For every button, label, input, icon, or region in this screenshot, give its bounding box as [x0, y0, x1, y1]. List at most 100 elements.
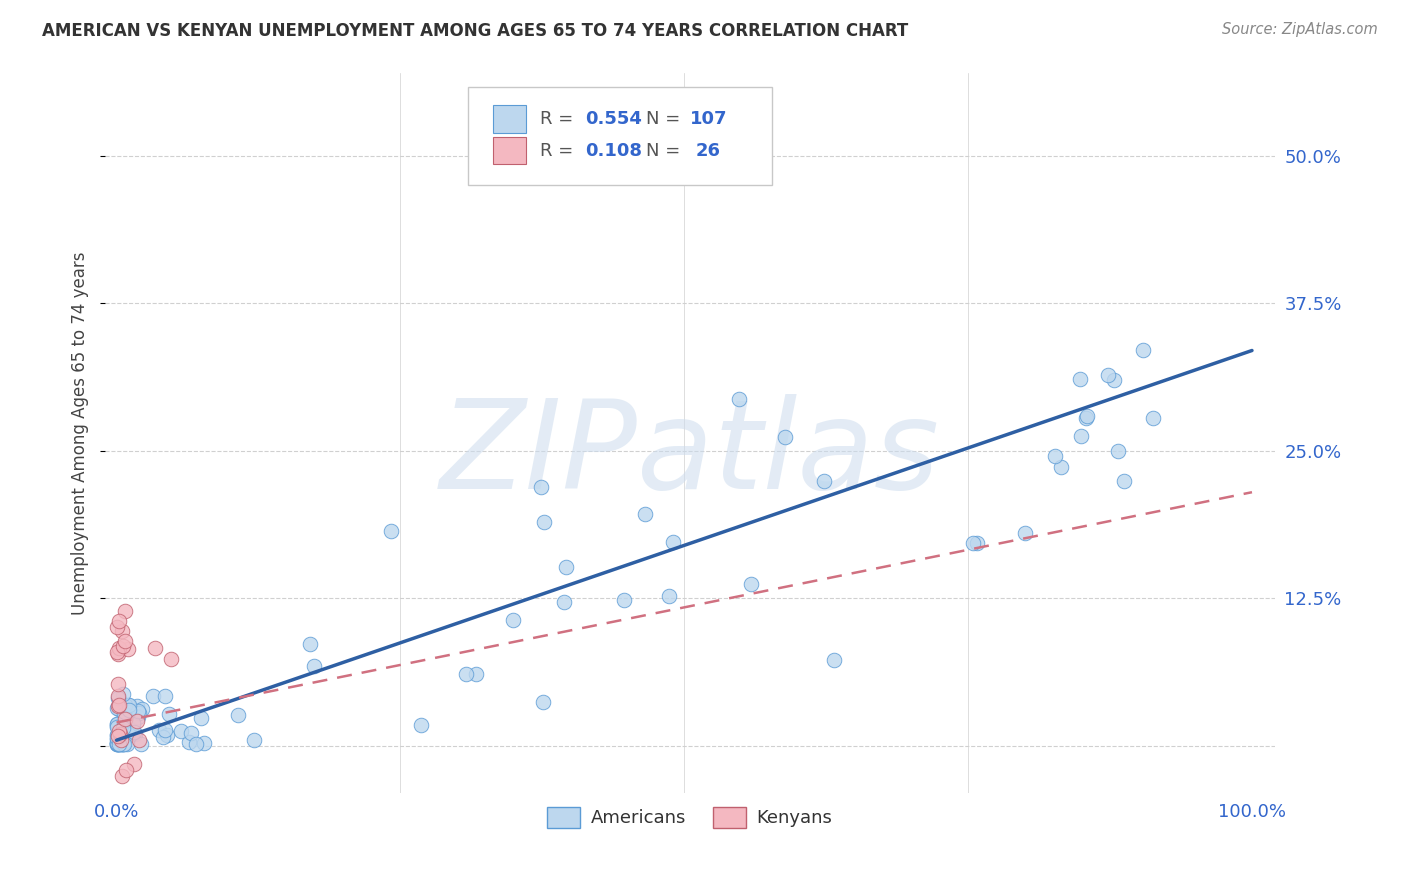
Point	[114, 709, 136, 723]
Point	[117, 727, 139, 741]
Point	[105, 728, 128, 742]
Point	[1076, 409, 1098, 424]
Point	[108, 641, 131, 656]
Point	[128, 706, 150, 720]
Point	[111, 624, 134, 638]
Point	[193, 736, 215, 750]
FancyBboxPatch shape	[468, 87, 772, 185]
Point	[107, 689, 129, 703]
Point	[613, 592, 636, 607]
Point	[107, 737, 129, 751]
Point	[111, 769, 134, 783]
Point	[1076, 411, 1098, 425]
Point	[107, 737, 129, 751]
Point	[111, 737, 134, 751]
Point	[464, 667, 486, 681]
Point	[411, 718, 433, 732]
Point	[111, 737, 134, 751]
Point	[110, 727, 132, 741]
Point	[152, 730, 174, 744]
Text: R =: R =	[540, 142, 579, 160]
Point	[153, 723, 176, 737]
Point	[111, 687, 134, 701]
Point	[114, 712, 136, 726]
Point	[117, 698, 139, 712]
Point	[226, 708, 249, 723]
Point	[115, 737, 138, 751]
Point	[105, 736, 128, 750]
Point	[112, 737, 135, 751]
Point	[107, 729, 129, 743]
Point	[110, 733, 132, 747]
Point	[107, 737, 129, 751]
Point	[108, 737, 131, 751]
Point	[112, 707, 135, 722]
Point	[114, 604, 136, 618]
Point	[531, 695, 554, 709]
Point	[114, 763, 136, 777]
Point	[555, 559, 578, 574]
Point	[529, 480, 551, 494]
Point	[108, 723, 131, 738]
Point	[105, 731, 128, 745]
Point	[127, 698, 149, 713]
Point	[728, 392, 751, 406]
Point	[105, 732, 128, 747]
Point	[105, 737, 128, 751]
Legend: Americans, Kenyans: Americans, Kenyans	[540, 799, 839, 835]
Point	[156, 728, 179, 742]
Point	[131, 702, 153, 716]
Y-axis label: Unemployment Among Ages 65 to 74 years: Unemployment Among Ages 65 to 74 years	[72, 252, 89, 615]
Point	[124, 726, 146, 740]
Text: 26: 26	[696, 142, 721, 160]
Point	[1108, 444, 1130, 458]
Point	[114, 712, 136, 726]
Point	[159, 652, 181, 666]
Point	[1045, 449, 1067, 463]
Point	[962, 536, 984, 550]
Point	[105, 734, 128, 748]
Point	[243, 733, 266, 747]
Point	[112, 721, 135, 735]
Point	[127, 710, 149, 724]
Point	[1069, 372, 1091, 386]
Point	[105, 620, 128, 634]
Point	[118, 703, 141, 717]
Point	[105, 716, 128, 731]
Point	[108, 698, 131, 712]
Point	[127, 704, 149, 718]
Point	[454, 666, 477, 681]
Point	[153, 689, 176, 703]
Text: 107: 107	[690, 110, 727, 128]
Point	[553, 594, 575, 608]
Point	[107, 720, 129, 734]
Point	[1070, 429, 1092, 443]
Point	[122, 756, 145, 771]
Text: AMERICAN VS KENYAN UNEMPLOYMENT AMONG AGES 65 TO 74 YEARS CORRELATION CHART: AMERICAN VS KENYAN UNEMPLOYMENT AMONG AG…	[42, 22, 908, 40]
Point	[190, 711, 212, 725]
Point	[502, 614, 524, 628]
Point	[122, 718, 145, 732]
Point	[107, 648, 129, 662]
Point	[823, 653, 845, 667]
Point	[105, 716, 128, 731]
Point	[110, 725, 132, 739]
Point	[105, 645, 128, 659]
Point	[124, 724, 146, 739]
Point	[110, 737, 132, 751]
Point	[533, 516, 555, 530]
Point	[125, 714, 148, 728]
Point	[108, 726, 131, 740]
Point	[1097, 368, 1119, 383]
Point	[105, 701, 128, 715]
Point	[298, 637, 321, 651]
Point	[114, 716, 136, 731]
Text: R =: R =	[540, 110, 579, 128]
Point	[107, 677, 129, 691]
Text: N =: N =	[645, 142, 686, 160]
FancyBboxPatch shape	[494, 105, 526, 133]
Point	[108, 615, 131, 629]
Point	[773, 430, 796, 444]
Point	[114, 633, 136, 648]
Point	[108, 737, 131, 751]
